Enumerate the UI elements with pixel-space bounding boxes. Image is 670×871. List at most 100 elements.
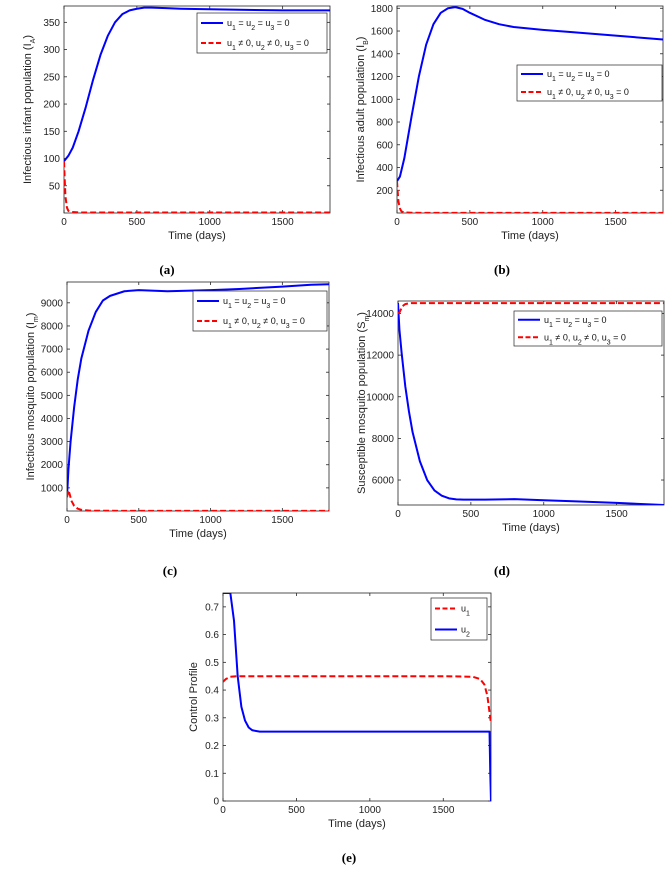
legend-entry-label-subscript: 1	[232, 45, 236, 52]
legend-entry-label-part: ≠ 0, u	[261, 316, 286, 326]
legend-box	[513, 310, 663, 347]
legend-entry-label-part: u	[544, 332, 549, 342]
legend-entry-label-subscript: 1	[549, 321, 553, 328]
x-axis-label: Time (days)	[169, 528, 227, 540]
y-tick-label: 6000	[372, 476, 395, 487]
legend-entry-label-part: = u	[232, 296, 247, 306]
y-tick-label: 0.5	[205, 658, 219, 669]
legend-entry-label-part: u	[223, 316, 228, 326]
y-tick-label: 12000	[366, 351, 394, 362]
x-axis-label: Time (days)	[168, 230, 226, 242]
legend-entry-label-part: = u	[575, 69, 590, 79]
y-tick-label: 0.2	[205, 741, 219, 752]
x-tick-label: 1500	[432, 805, 455, 816]
legend-entry-label-subscript: 3	[270, 25, 274, 32]
series-line-uncontrolled	[398, 303, 664, 505]
series-line-controlled	[64, 161, 330, 213]
legend-entry-label-subscript: 3	[587, 321, 591, 328]
y-axis-label-part: Control Profile	[188, 662, 200, 732]
legend-entry-label-part: u	[461, 625, 466, 635]
x-tick-label: 1000	[199, 217, 222, 228]
y-tick-label: 0.6	[205, 630, 219, 641]
series-line-controlled	[67, 489, 329, 511]
plot-area-frame	[396, 5, 664, 214]
panel-label: (a)	[159, 262, 174, 277]
y-tick-label: 100	[43, 154, 60, 165]
panel-label: (b)	[494, 262, 510, 277]
legend-entry-label-part: = 0	[591, 315, 606, 325]
legend-box	[430, 597, 488, 641]
y-axis-label: Infectious infant population (IA)	[22, 35, 37, 184]
legend-entry-label-part: u	[547, 87, 552, 97]
x-axis-label: Time (days)	[502, 522, 560, 534]
panel-label: (c)	[163, 563, 177, 578]
x-tick-label: 1500	[606, 509, 629, 520]
y-tick-label: 0.4	[205, 686, 219, 697]
legend-entry-label-part: = 0	[270, 296, 285, 306]
legend-entry-label-subscript: 1	[549, 339, 553, 346]
x-tick-label: 1000	[359, 805, 382, 816]
legend-entry-label-subscript: 3	[607, 339, 611, 346]
y-tick-label: 1400	[371, 49, 394, 60]
series-line-uncontrolled	[67, 283, 329, 498]
legend-entry-label-part: = 0	[594, 69, 609, 79]
x-tick-label: 500	[129, 217, 146, 228]
legend-entry-label-subscript: 1	[232, 25, 236, 32]
y-axis-label-part: )	[355, 37, 367, 41]
legend-entry-label-part: = 0	[611, 332, 626, 342]
legend-entry-label-part: u	[461, 604, 466, 614]
legend-entry-label-subscript: 1	[552, 76, 556, 83]
legend-entry-label-subscript: 1	[466, 610, 470, 617]
x-tick-label: 500	[462, 217, 479, 228]
y-tick-label: 1000	[41, 483, 64, 494]
y-tick-label: 8000	[41, 321, 64, 332]
x-tick-label: 0	[395, 509, 401, 520]
y-tick-label: 50	[49, 181, 61, 192]
y-tick-label: 0.3	[205, 713, 219, 724]
x-tick-label: 1500	[605, 217, 628, 228]
legend-entry-label-subscript: 3	[290, 45, 294, 52]
legend-entry-label-subscript: 3	[286, 323, 290, 330]
y-tick-label: 400	[376, 163, 393, 174]
legend-entry-label-part: ≠ 0, u	[236, 38, 261, 48]
chart-panel-d: 0 500 1000 1500 6000 8000 10000 12000 14000 Time …	[356, 300, 665, 578]
series-line-uncontrolled	[397, 6, 663, 182]
x-tick-label: 1000	[532, 217, 555, 228]
legend-entry-label-part: ≠ 0, u	[553, 332, 578, 342]
legend-entry-label-subscript: 2	[578, 339, 582, 346]
legend-entry-label-subscript: 2	[261, 45, 265, 52]
legend-entry-label: u1 = u2 = u3 = 0	[547, 69, 610, 83]
x-tick-label: 500	[130, 515, 147, 526]
legend-entry-label-part: u	[227, 18, 232, 28]
x-tick-label: 1000	[533, 509, 556, 520]
y-axis-label-part: Susceptible mosquito population (S	[356, 322, 368, 494]
y-tick-label: 5000	[41, 391, 64, 402]
y-tick-label: 1200	[371, 72, 394, 83]
legend-entry-label-subscript: 3	[610, 94, 614, 101]
y-axis-label-subscript: B	[363, 40, 370, 45]
legend-entry-label-part: u	[547, 69, 552, 79]
y-axis-label: Infectious adult population (IB)	[355, 37, 370, 183]
y-axis-label-subscript: m	[33, 316, 40, 322]
legend-entry-label-subscript: 2	[251, 25, 255, 32]
legend-entry-label-subscript: 2	[581, 94, 585, 101]
y-tick-label: 250	[43, 72, 60, 83]
legend-entry-label: u1 ≠ 0, u2 ≠ 0, u3 = 0	[547, 87, 629, 101]
legend-entry-label-part: = 0	[290, 316, 305, 326]
legend-entry-label-part: u	[544, 315, 549, 325]
legend-entry-label-subscript: 2	[247, 303, 251, 310]
legend-entry-label: u1 = u2 = u3 = 0	[223, 296, 286, 310]
y-axis-label-subscript: A	[30, 38, 37, 43]
y-tick-label: 200	[376, 186, 393, 197]
x-tick-label: 1500	[272, 217, 295, 228]
legend-entry-label-part: = 0	[274, 18, 289, 28]
series-line-controlled	[398, 302, 664, 315]
chart-panel-b: 0 500 1000 1500 200 400 600 800 1000 1200 1400 1600…	[355, 4, 664, 277]
legend-entry-label-part: = 0	[294, 38, 309, 48]
y-tick-label: 0.7	[205, 602, 219, 613]
legend-entry-label-subscript: 2	[257, 323, 261, 330]
series-line-uncontrolled	[64, 6, 330, 162]
panel-label: (d)	[494, 563, 510, 578]
y-tick-label: 1800	[371, 4, 394, 15]
